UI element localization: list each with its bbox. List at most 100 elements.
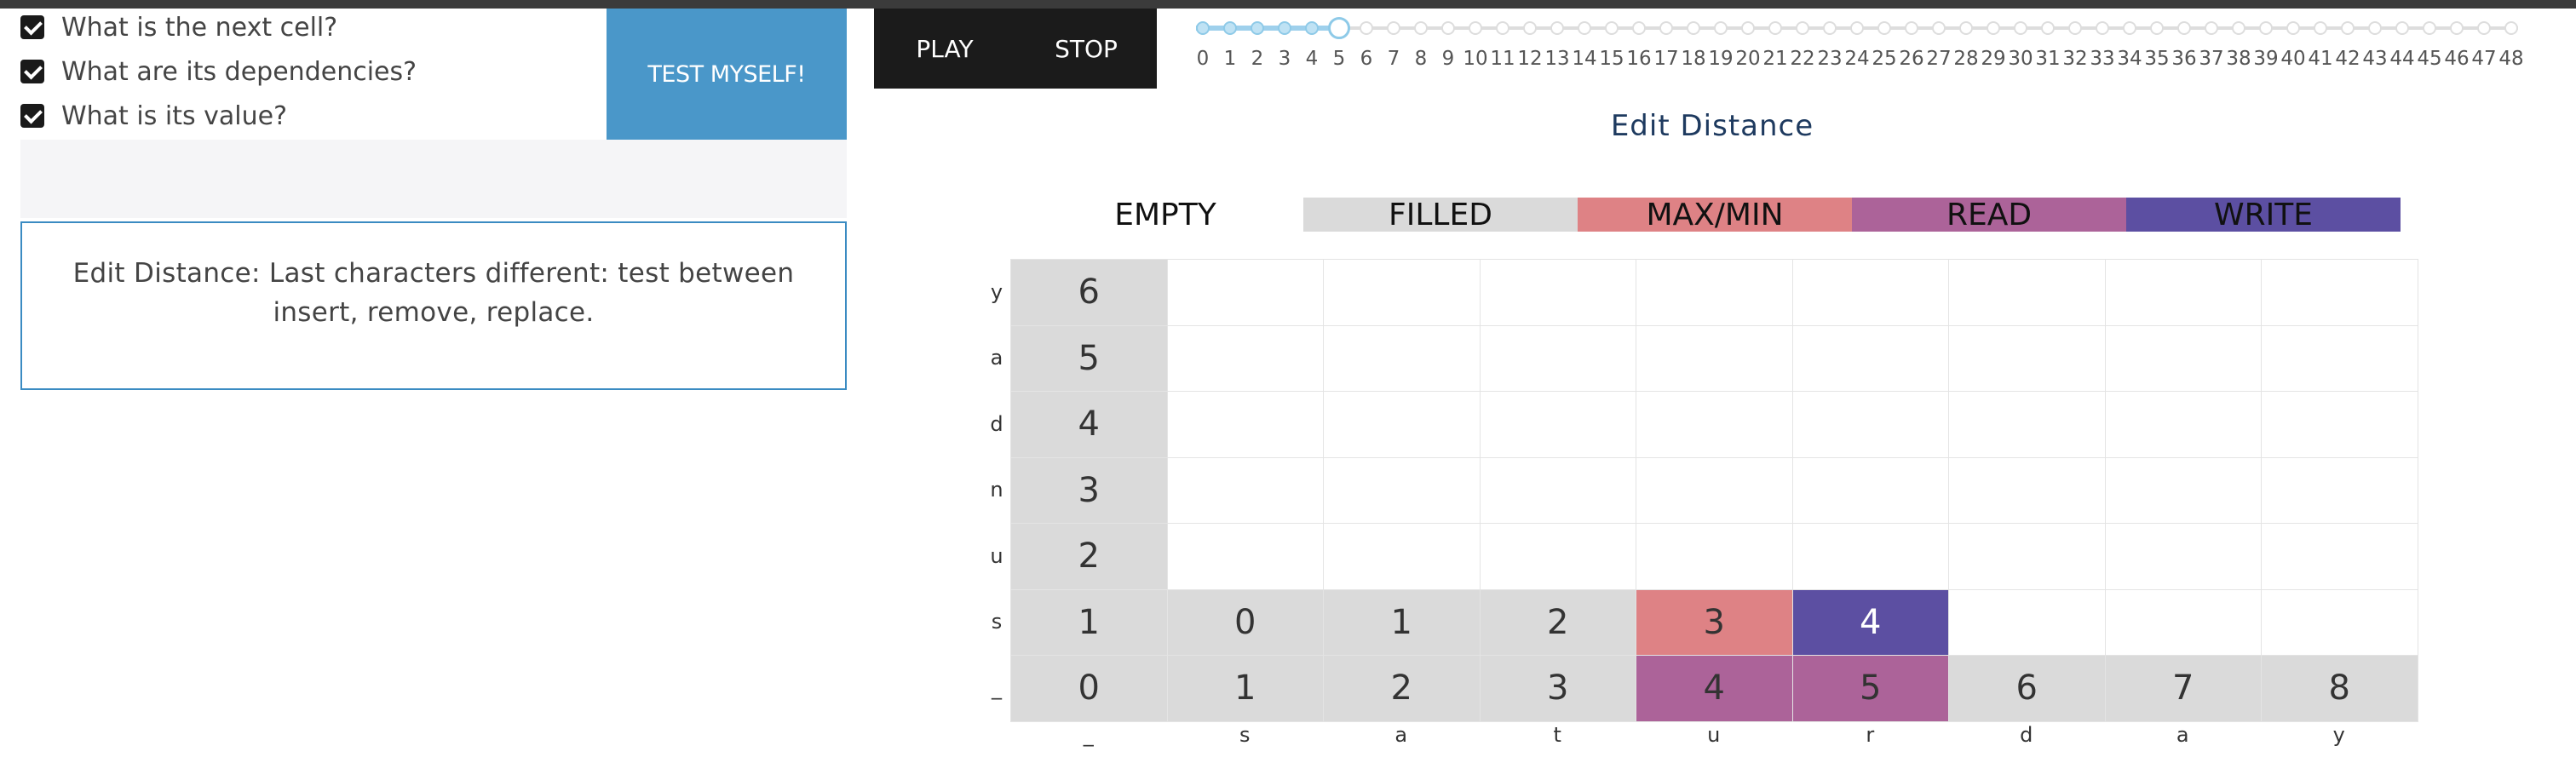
slider-step-dot[interactable] (2341, 21, 2355, 35)
slider-step-dot[interactable] (1414, 21, 1428, 35)
slider-step-dot[interactable] (2504, 21, 2518, 35)
slider-step-dot[interactable] (2368, 21, 2382, 35)
dp-cell[interactable] (2104, 391, 2262, 458)
dp-cell[interactable]: 5 (1010, 324, 1168, 392)
dp-cell[interactable] (1636, 456, 1793, 524)
slider-step-dot[interactable] (1550, 21, 1564, 35)
dp-cell[interactable] (1166, 259, 1324, 326)
dp-cell[interactable] (1791, 456, 1949, 524)
dp-cell[interactable]: 1 (1166, 655, 1324, 722)
checkbox-checked-icon[interactable] (20, 104, 44, 128)
question-dependencies[interactable]: What are its dependencies? (20, 54, 417, 89)
dp-cell[interactable]: 2 (1323, 655, 1481, 722)
dp-cell[interactable] (2104, 588, 2262, 656)
dp-cell[interactable] (1636, 259, 1793, 326)
slider-step-dot[interactable] (1741, 21, 1755, 35)
dp-cell[interactable] (2104, 259, 2262, 326)
dp-cell[interactable] (1948, 324, 2106, 392)
slider-step-dot[interactable] (2014, 21, 2027, 35)
slider-step-dot[interactable] (1305, 21, 1319, 35)
slider-step-dot[interactable] (2068, 21, 2082, 35)
slider-step-dot[interactable] (2041, 21, 2055, 35)
slider-step-dot[interactable] (1823, 21, 1837, 35)
dp-cell[interactable]: 7 (2104, 655, 2262, 722)
dp-cell[interactable]: 0 (1166, 588, 1324, 656)
slider-step-dot[interactable] (1387, 21, 1400, 35)
dp-cell[interactable]: 4 (1636, 655, 1793, 722)
dp-cell[interactable] (1479, 523, 1636, 590)
slider-step-dot[interactable] (1959, 21, 1973, 35)
slider-step-dot[interactable] (1687, 21, 1700, 35)
dp-cell[interactable] (1323, 456, 1481, 524)
dp-cell[interactable] (1636, 324, 1793, 392)
step-slider[interactable]: 0 1 2 3 4 5 6 7 8 9 10 11 12 13 14 15 16 17 18 19 20 21 22 23 24… (1196, 12, 2525, 80)
dp-cell[interactable] (2261, 391, 2418, 458)
dp-cell[interactable] (1166, 523, 1324, 590)
dp-cell[interactable]: 5 (1791, 655, 1949, 722)
slider-step-dot[interactable] (2477, 21, 2491, 35)
slider-step-dot[interactable] (2150, 21, 2164, 35)
dp-cell[interactable]: 3 (1636, 588, 1793, 656)
slider-step-dot[interactable] (1768, 21, 1782, 35)
dp-cell[interactable] (1479, 391, 1636, 458)
slider-step-dot[interactable] (1605, 21, 1619, 35)
dp-cell[interactable]: 2 (1010, 523, 1168, 590)
dp-cell[interactable] (1948, 523, 2106, 590)
dp-cell[interactable] (2261, 324, 2418, 392)
dp-cell[interactable] (2261, 588, 2418, 656)
slider-step-dot[interactable] (1796, 21, 1809, 35)
slider-step-dot[interactable] (2314, 21, 2327, 35)
question-next-cell[interactable]: What is the next cell? (20, 10, 337, 44)
slider-step-dot[interactable] (1360, 21, 1373, 35)
dp-cell[interactable] (1636, 391, 1793, 458)
dp-cell[interactable] (1791, 391, 1949, 458)
slider-step-dot[interactable] (2096, 21, 2109, 35)
slider-step-dot[interactable] (1523, 21, 1537, 35)
slider-step-dot[interactable] (1496, 21, 1509, 35)
dp-cell[interactable]: 4 (1010, 391, 1168, 458)
dp-cell[interactable] (1323, 391, 1481, 458)
dp-cell[interactable] (2261, 259, 2418, 326)
slider-step-dot[interactable] (1578, 21, 1591, 35)
slider-step-dot[interactable] (1469, 21, 1482, 35)
slider-step-dot[interactable] (2232, 21, 2245, 35)
checkbox-checked-icon[interactable] (20, 60, 44, 83)
question-value[interactable]: What is its value? (20, 99, 287, 133)
slider-step-dot[interactable] (1328, 17, 1350, 39)
slider-step-dot[interactable] (2395, 21, 2409, 35)
slider-step-dot[interactable] (1659, 21, 1673, 35)
dp-cell[interactable] (1948, 456, 2106, 524)
dp-cell[interactable] (1948, 259, 2106, 326)
dp-cell[interactable] (2261, 523, 2418, 590)
slider-step-dot[interactable] (1987, 21, 2000, 35)
dp-cell[interactable] (1948, 588, 2106, 656)
slider-step-dot[interactable] (2205, 21, 2218, 35)
slider-step-dot[interactable] (1632, 21, 1646, 35)
dp-cell[interactable]: 3 (1479, 655, 1636, 722)
dp-cell[interactable]: 0 (1010, 655, 1168, 722)
dp-cell[interactable] (1479, 456, 1636, 524)
dp-cell[interactable] (1791, 523, 1949, 590)
test-myself-button[interactable]: TEST MYSELF! (607, 9, 847, 140)
slider-step-dot[interactable] (1441, 21, 1455, 35)
dp-cell[interactable] (1323, 259, 1481, 326)
slider-step-dot[interactable] (2177, 21, 2191, 35)
slider-step-dot[interactable] (1850, 21, 1864, 35)
dp-cell[interactable] (2104, 456, 2262, 524)
slider-step-dot[interactable] (1251, 21, 1264, 35)
dp-cell[interactable] (1479, 324, 1636, 392)
dp-cell[interactable] (1791, 259, 1949, 326)
slider-step-dot[interactable] (2423, 21, 2436, 35)
stop-button[interactable]: STOP (1055, 34, 1118, 63)
dp-cell[interactable] (1166, 391, 1324, 458)
slider-step-dot[interactable] (1278, 21, 1291, 35)
dp-cell[interactable]: 3 (1010, 456, 1168, 524)
slider-step-dot[interactable] (2259, 21, 2273, 35)
slider-step-dot[interactable] (1714, 21, 1728, 35)
dp-cell[interactable]: 4 (1791, 588, 1949, 656)
checkbox-checked-icon[interactable] (20, 15, 44, 39)
dp-cell[interactable]: 2 (1479, 588, 1636, 656)
slider-step-dot[interactable] (1877, 21, 1891, 35)
dp-cell[interactable] (1479, 259, 1636, 326)
dp-cell[interactable]: 6 (1010, 259, 1168, 326)
